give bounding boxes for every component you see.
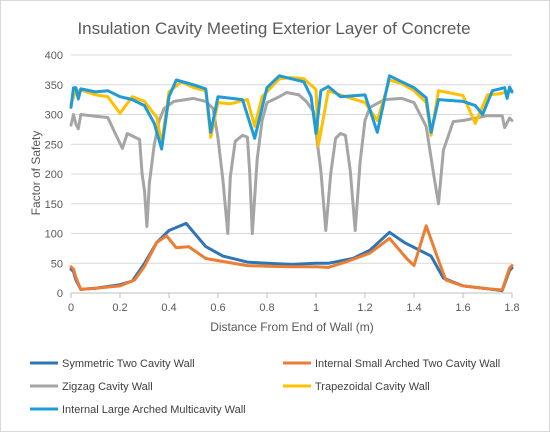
y-tick-label: 50 xyxy=(51,258,63,270)
x-tick-label: 0.2 xyxy=(112,302,127,314)
gridlines xyxy=(71,54,512,264)
legend-label: Internal Small Arched Two Cavity Wall xyxy=(315,358,500,370)
legend-label: Internal Large Arched Multicavity Wall xyxy=(62,404,246,416)
x-tick-label: 1.8 xyxy=(504,302,519,314)
series-line xyxy=(69,74,514,151)
y-axis-label: Factor of Safety xyxy=(29,131,43,216)
x-tick-label: 1.4 xyxy=(406,302,421,314)
y-tick-label: 150 xyxy=(45,199,63,211)
y-tick-label: 200 xyxy=(45,169,63,181)
x-tick-label: 1.2 xyxy=(357,302,372,314)
x-tick-label: 1.6 xyxy=(455,302,470,314)
y-tick-label: 400 xyxy=(45,50,63,62)
legend-label: Zigzag Cavity Wall xyxy=(62,381,153,393)
x-tick-label: 0.4 xyxy=(161,302,176,314)
legend-label: Symmetric Two Cavity Wall xyxy=(62,358,195,370)
x-tick-label: 0.6 xyxy=(210,302,225,314)
chart-title: Insulation Cavity Meeting Exterior Layer… xyxy=(77,19,470,38)
y-tick-label: 0 xyxy=(57,288,63,300)
y-tick-label: 100 xyxy=(45,229,63,241)
x-axis-ticks: 0 0.2 0.4 0.6 0.8 1 1.2 1.4 1.6 1.8 xyxy=(68,293,520,314)
series-line xyxy=(69,91,514,235)
y-axis-ticks: 0 50 100 150 200 250 300 350 400 xyxy=(45,50,63,300)
series-lines xyxy=(69,74,514,293)
series-line xyxy=(69,224,514,292)
legend-label: Trapezoidal Cavity Wall xyxy=(315,381,430,393)
x-tick-label: 1 xyxy=(313,302,319,314)
x-axis-label: Distance From End of Wall (m) xyxy=(210,320,374,334)
y-tick-label: 300 xyxy=(45,110,63,122)
x-tick-label: 0 xyxy=(68,302,74,314)
y-tick-label: 250 xyxy=(45,139,63,151)
x-tick-label: 0.8 xyxy=(259,302,274,314)
legend: Symmetric Two Cavity Wall Internal Small … xyxy=(30,358,500,416)
series-line xyxy=(69,76,514,147)
y-tick-label: 350 xyxy=(45,80,63,92)
